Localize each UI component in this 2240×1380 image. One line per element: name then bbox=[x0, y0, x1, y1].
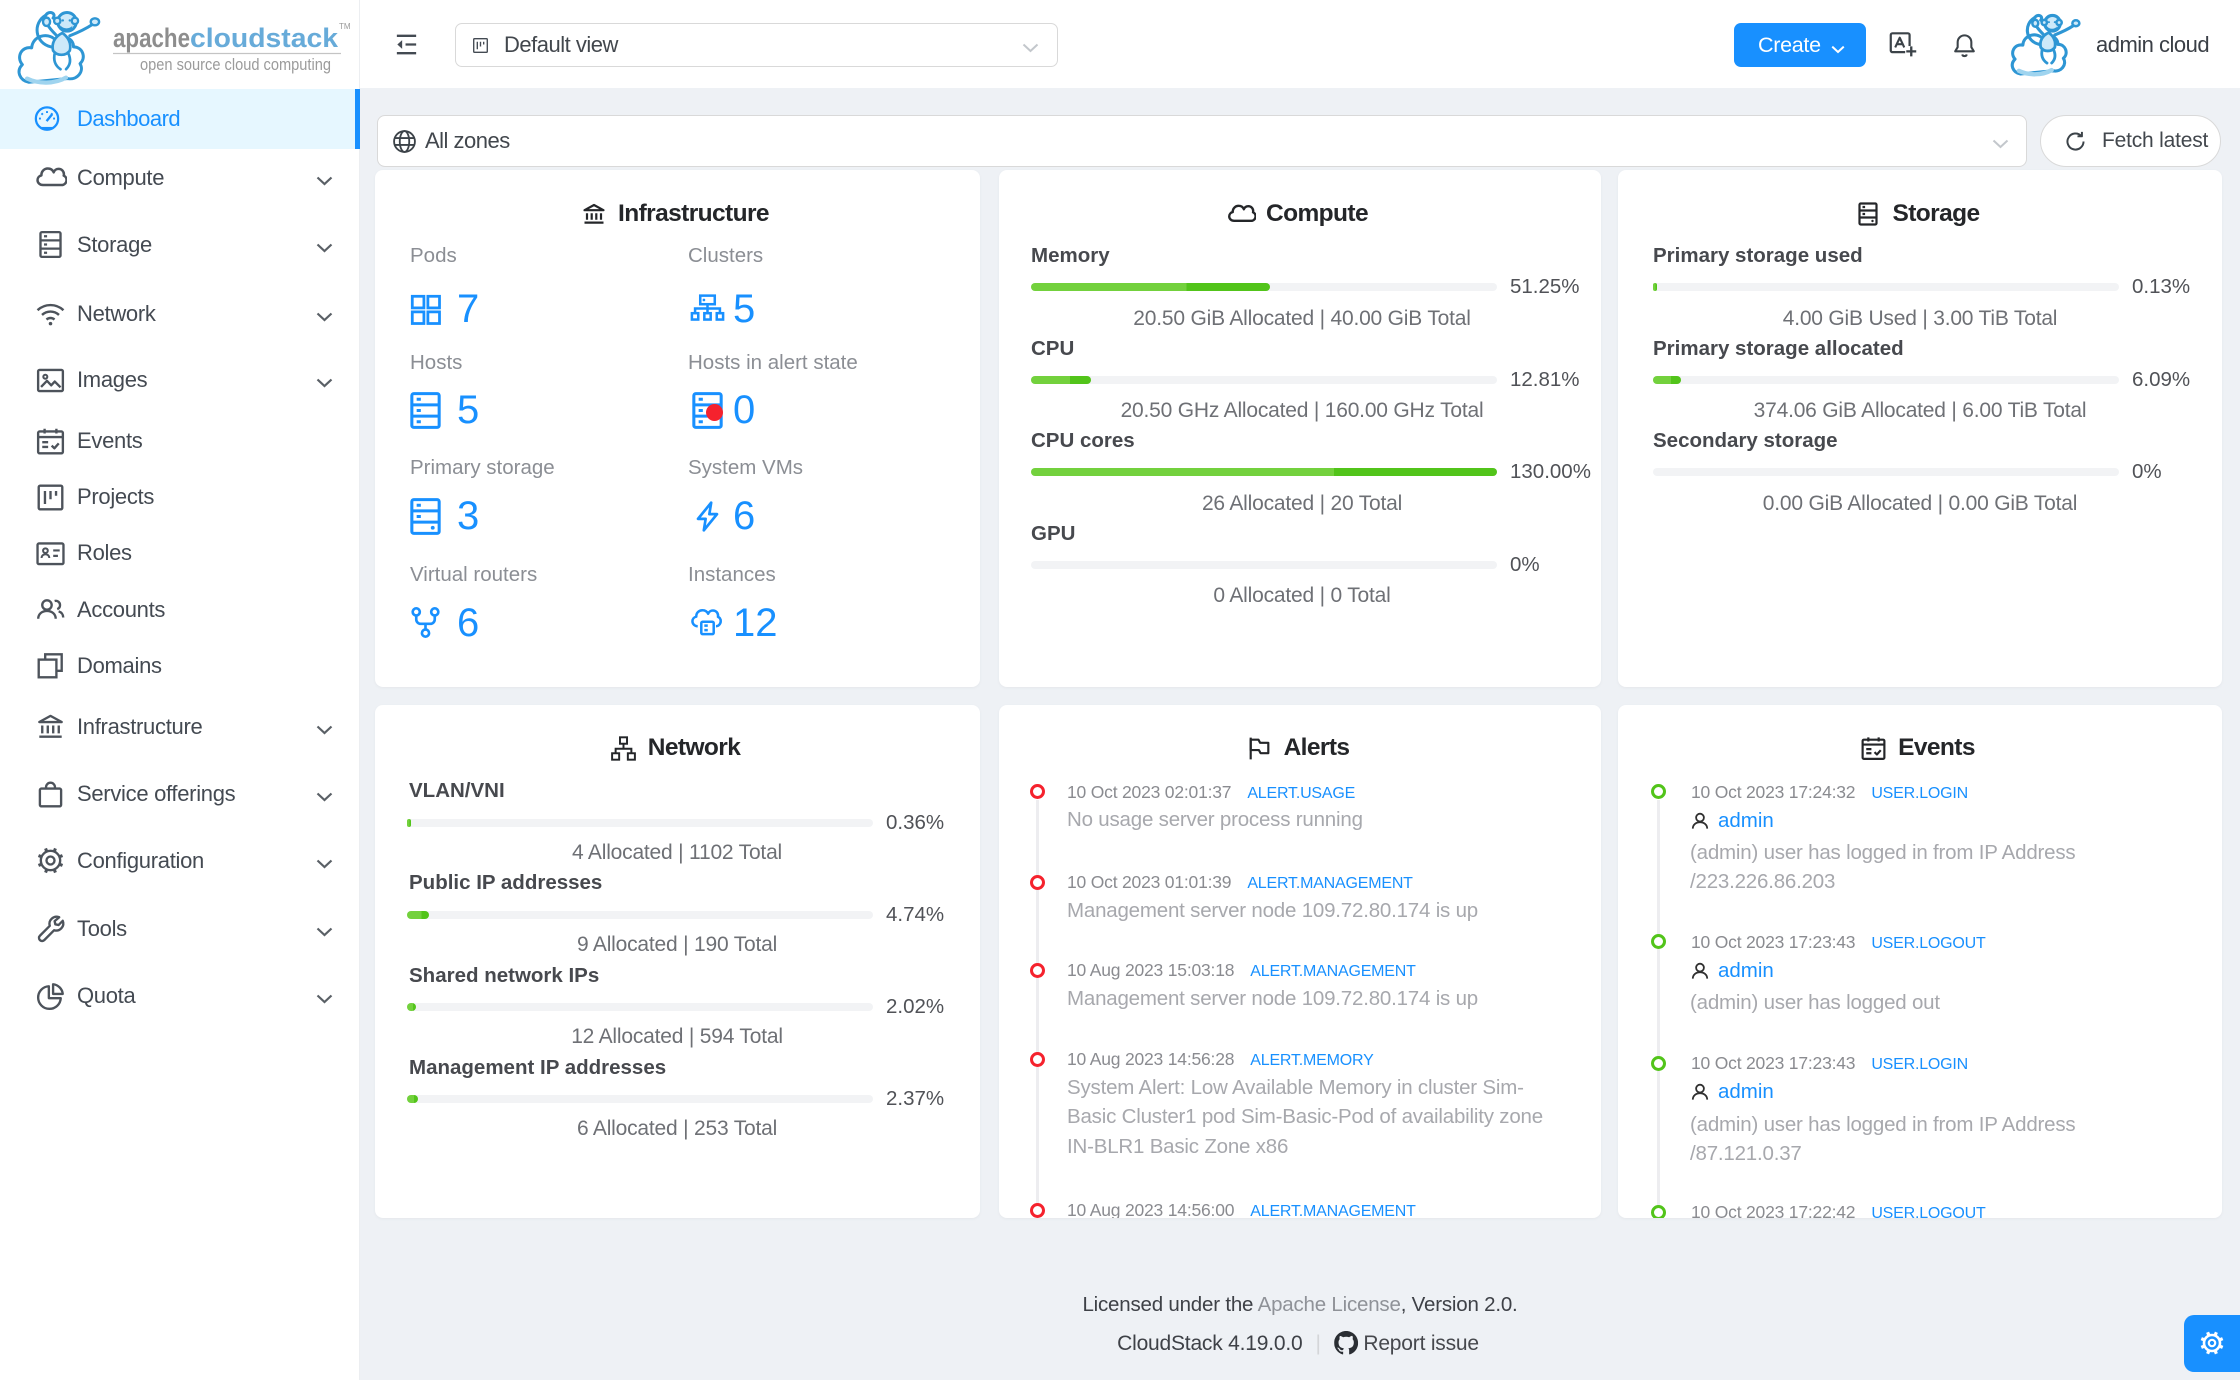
svg-text:TM: TM bbox=[339, 22, 351, 31]
svg-text:open source cloud computing: open source cloud computing bbox=[140, 55, 331, 74]
svg-text:apache: apache bbox=[113, 23, 190, 53]
svg-text:cloudstack: cloudstack bbox=[190, 23, 339, 53]
